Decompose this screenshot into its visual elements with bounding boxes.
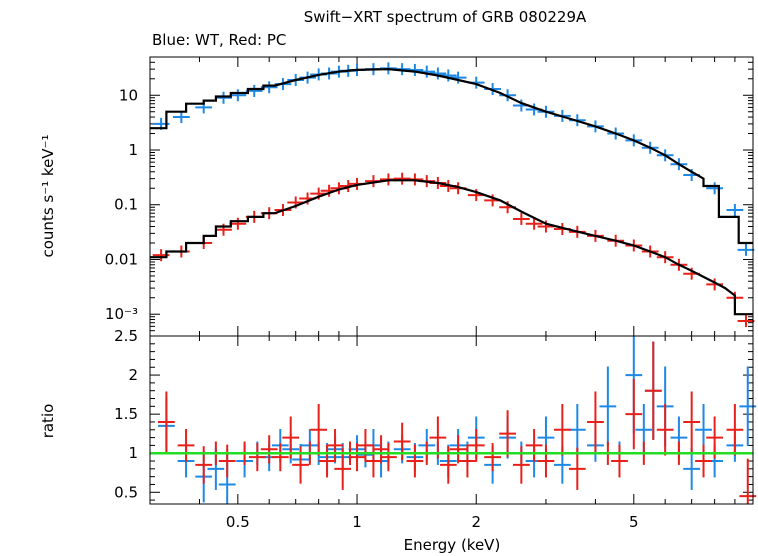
ratio-y-tick-label: 2 — [128, 366, 138, 384]
spectrum-panel: 10 1 0.1 0.01 10⁻³ counts s⁻¹ keV⁻¹ — [39, 56, 755, 337]
ratio-y-label: ratio — [39, 404, 57, 439]
wt-model-line — [150, 67, 753, 245]
spectrum-y-tick-label: 10 — [119, 86, 138, 104]
ratio-y-tick-label: 1 — [128, 444, 138, 462]
x-axis-label: Energy (keV) — [404, 536, 501, 554]
x-tick-label: 2 — [471, 513, 481, 531]
spectrum-y-label: counts s⁻¹ keV⁻¹ — [39, 135, 57, 258]
ratio-series — [150, 336, 757, 504]
spectrum-y-tick-label: 0.01 — [105, 250, 138, 268]
ratio-ticks: 0.5 1 2 5 0.5 1 1.5 2 2.5 — [114, 327, 753, 531]
chart-title: Swift−XRT spectrum of GRB 080229A — [304, 8, 587, 26]
x-tick-label: 1 — [352, 513, 362, 531]
x-tick-label: 5 — [629, 513, 639, 531]
ratio-frame — [149, 335, 754, 505]
spectrum-y-tick-label: 10⁻³ — [105, 305, 138, 323]
spectrum-y-tick-label: 1 — [128, 141, 138, 159]
spectrum-y-tick-label: 0.1 — [114, 196, 138, 214]
spectrum-series — [150, 62, 755, 328]
chart-subtitle: Blue: WT, Red: PC — [152, 31, 286, 49]
ratio-y-tick-label: 1.5 — [114, 405, 138, 423]
x-tick-label: 0.5 — [226, 513, 250, 531]
pc-model-line — [150, 179, 753, 316]
ratio-panel: 0.5 1 2 5 0.5 1 1.5 2 2.5 ratio — [39, 327, 757, 531]
ratio-y-tick-label: 0.5 — [114, 483, 138, 501]
ratio-y-tick-label: 2.5 — [114, 327, 138, 345]
